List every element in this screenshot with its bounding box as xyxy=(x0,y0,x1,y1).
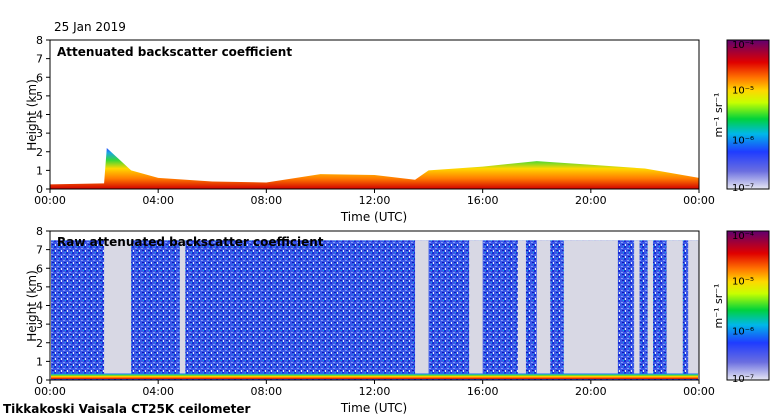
date-label: 25 Jan 2019 xyxy=(54,20,126,34)
y-tick-label: 2 xyxy=(36,337,43,350)
backscatter-data-layer xyxy=(50,148,699,189)
y-tick-label: 7 xyxy=(36,53,43,66)
missing-data-gap xyxy=(563,240,618,375)
missing-data-gap xyxy=(647,240,654,375)
backscatter-panel: Attenuated backscatter coefficient 0 1 2 3 4… xyxy=(25,34,770,224)
x-tick-label: 04:00 xyxy=(142,194,174,207)
colorbar-ticks: 10⁻⁴ 10⁻⁵ 10⁻⁶ 10⁻⁷ xyxy=(732,231,754,385)
missing-data-gap xyxy=(536,240,551,375)
colorbar xyxy=(726,230,770,381)
x-tick-label: 20:00 xyxy=(575,194,607,207)
colorbar-tick-label: 10⁻⁶ xyxy=(732,326,754,337)
colorbar-ticks: 10⁻⁴ 10⁻⁵ 10⁻⁶ 10⁻⁷ xyxy=(732,40,754,194)
x-tick-label: 16:00 xyxy=(467,385,499,398)
y-tick-label: 7 xyxy=(36,244,43,257)
panel-title: Raw attenuated backscatter coefficient xyxy=(57,235,324,249)
y-tick-label: 6 xyxy=(36,71,43,84)
raw-backscatter-data-layer xyxy=(51,240,699,380)
x-tick-label: 00:00 xyxy=(683,385,715,398)
x-tick-label: 00:00 xyxy=(683,194,715,207)
raw-backscatter-panel: Raw attenuated backscatter coefficient 0… xyxy=(25,225,770,415)
colorbar-tick-label: 10⁻⁴ xyxy=(732,40,754,51)
y-axis-label: Height (km) xyxy=(25,79,39,150)
x-tick-label: 08:00 xyxy=(250,385,282,398)
colorbar-tick-label: 10⁻⁵ xyxy=(732,86,754,97)
missing-data-gap xyxy=(104,240,132,375)
y-tick-label: 3 xyxy=(36,318,43,331)
y-tick-label: 3 xyxy=(36,127,43,140)
panel-title: Attenuated backscatter coefficient xyxy=(57,45,292,59)
y-tick-label: 5 xyxy=(36,281,43,294)
backscatter-axes: 0 1 2 3 4 5 6 7 8 00:00 04:00 08:00 12:00 16:00 20:00 0… xyxy=(34,34,715,207)
y-tick-label: 0 xyxy=(36,183,43,196)
instrument-caption: Tikkakoski Vaisala CT25K ceilometer xyxy=(3,402,251,416)
y-tick-label: 8 xyxy=(36,34,43,47)
colorbar-tick-label: 10⁻⁷ xyxy=(732,183,754,194)
x-axis-label: Time (UTC) xyxy=(340,210,407,224)
x-axis-label: Time (UTC) xyxy=(340,401,407,415)
missing-data-gap xyxy=(182,240,186,375)
missing-data-gap xyxy=(634,240,640,375)
x-tick-label: 16:00 xyxy=(467,194,499,207)
missing-data-gap xyxy=(415,240,429,375)
missing-data-gap xyxy=(517,240,526,375)
colorbar xyxy=(726,39,770,190)
colorbar-label: m⁻¹ sr⁻¹ xyxy=(712,284,725,329)
colorbar-tick-label: 10⁻⁶ xyxy=(732,135,754,146)
x-tick-label: 00:00 xyxy=(34,385,66,398)
colorbar-tick-label: 10⁻⁵ xyxy=(732,277,754,288)
x-tick-label: 12:00 xyxy=(359,194,391,207)
y-tick-label: 8 xyxy=(36,225,43,238)
y-tick-label: 4 xyxy=(36,300,43,313)
plot-frame xyxy=(49,39,700,190)
colorbar-tick-label: 10⁻⁷ xyxy=(732,374,754,385)
y-tick-label: 5 xyxy=(36,90,43,103)
missing-data-gap xyxy=(666,240,683,375)
colorbar-tick-label: 10⁻⁴ xyxy=(732,231,754,242)
colorbar-label: m⁻¹ sr⁻¹ xyxy=(712,93,725,138)
y-axis-label: Height (km) xyxy=(25,270,39,341)
y-tick-label: 1 xyxy=(36,355,43,368)
x-tick-label: 08:00 xyxy=(250,194,282,207)
raw-backscatter-axes: 0 1 2 3 4 5 6 7 8 00:00 04:00 08:00 12:00 16:00 20:00 0… xyxy=(34,225,715,398)
surface-layer xyxy=(50,148,699,189)
y-tick-label: 6 xyxy=(36,262,43,275)
y-tick-label: 4 xyxy=(36,109,43,122)
y-tick-label: 0 xyxy=(36,374,43,387)
x-tick-label: 12:00 xyxy=(359,385,391,398)
missing-data-gap xyxy=(469,240,483,375)
y-tick-label: 2 xyxy=(36,146,43,159)
x-tick-label: 00:00 xyxy=(34,194,66,207)
x-tick-label: 20:00 xyxy=(575,385,607,398)
surface-layer xyxy=(51,373,698,379)
y-tick-label: 1 xyxy=(36,164,43,177)
x-tick-label: 04:00 xyxy=(142,385,174,398)
missing-data-gap xyxy=(688,240,699,375)
